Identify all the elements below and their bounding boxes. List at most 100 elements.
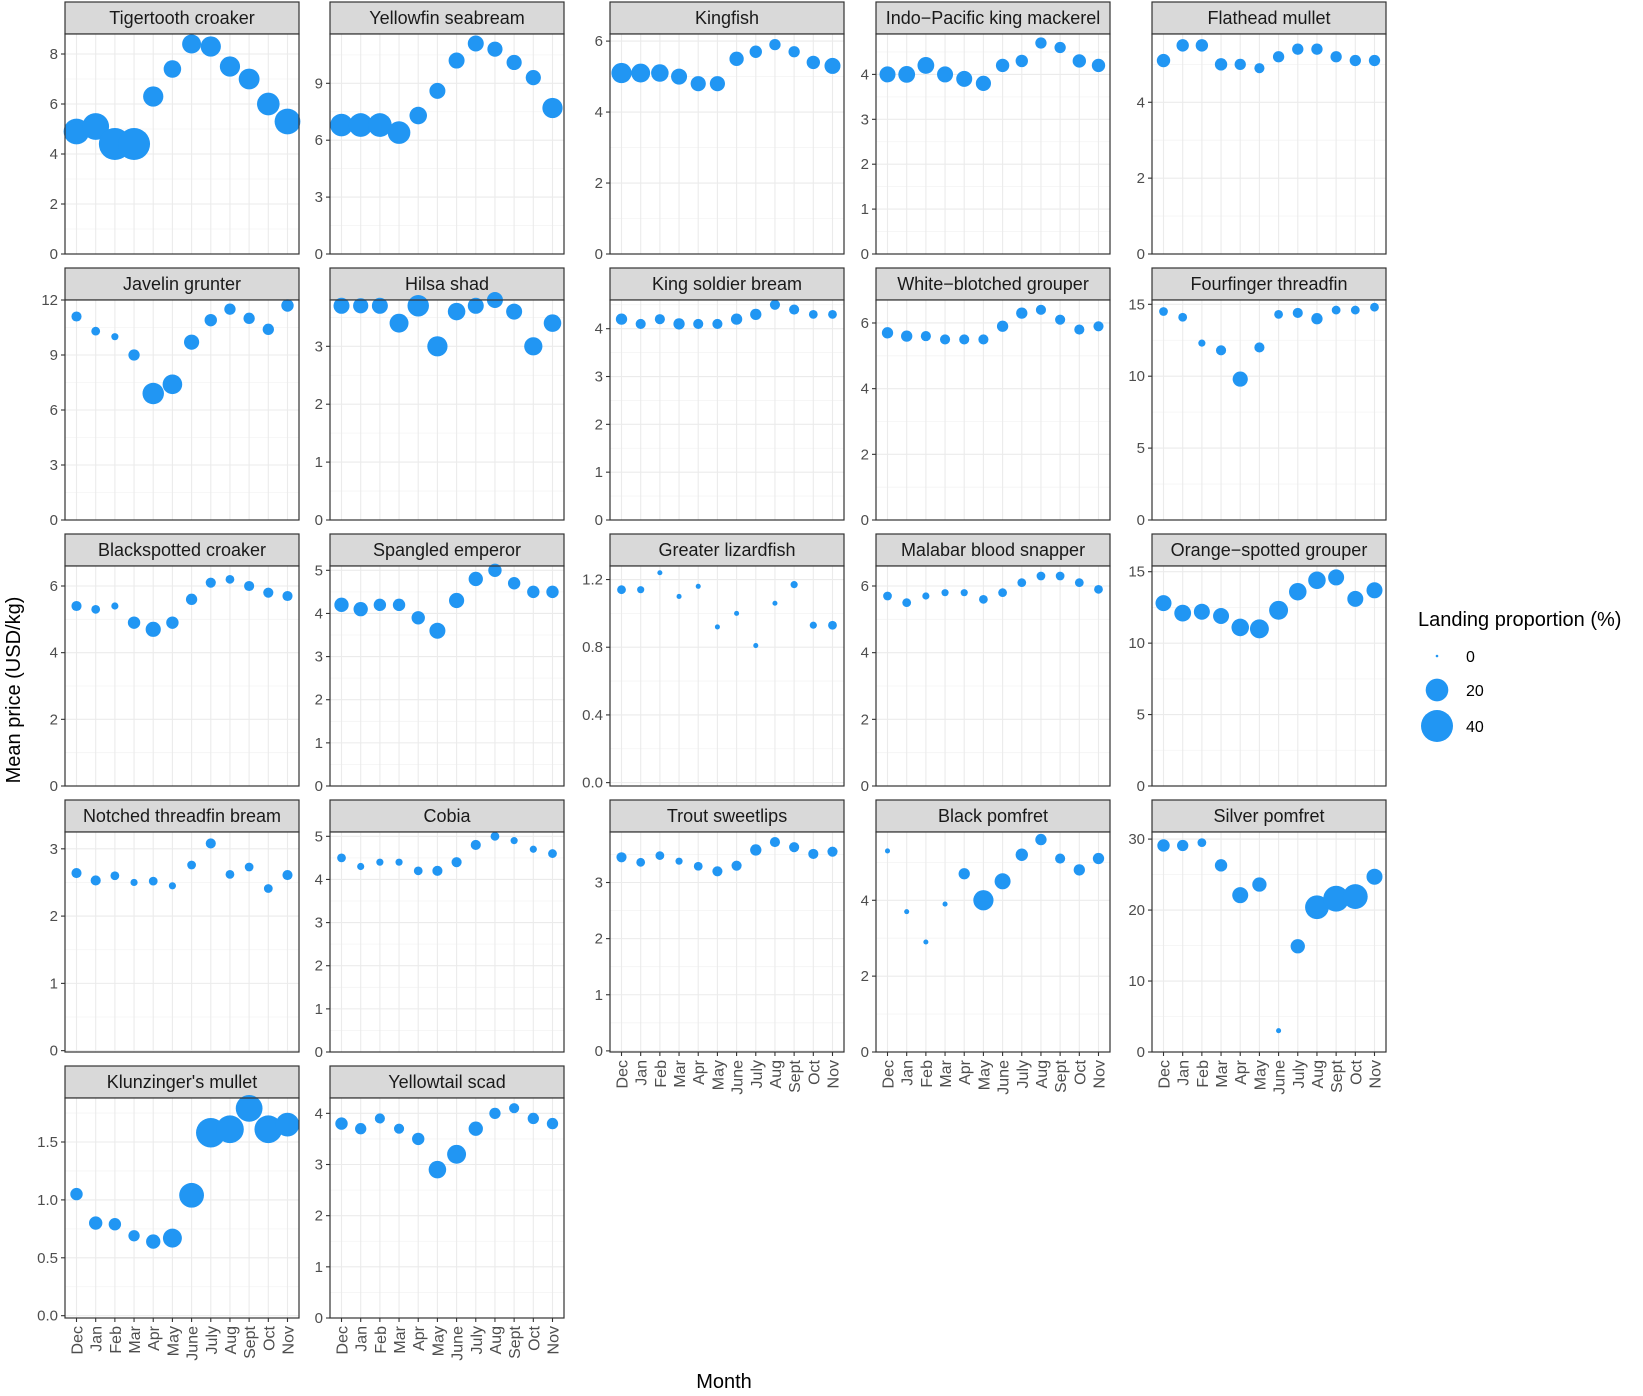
panel-strip — [64, 1, 300, 35]
data-point — [1213, 608, 1230, 624]
data-point — [527, 585, 540, 599]
data-point — [166, 616, 179, 629]
data-point — [881, 327, 894, 339]
data-point — [1092, 852, 1105, 865]
data-point — [1073, 864, 1085, 876]
data-point — [1308, 571, 1326, 590]
data-point — [1214, 859, 1228, 872]
legend-key — [1421, 710, 1453, 742]
data-point — [1323, 885, 1350, 912]
x-tick-label: Apr — [957, 1059, 974, 1085]
data-point — [111, 602, 119, 610]
x-tick-label: Mar — [127, 1325, 144, 1353]
x-tick-label: Apr — [146, 1325, 163, 1351]
data-point — [995, 58, 1010, 73]
y-tick-label: 2 — [595, 175, 603, 192]
y-tick-label: 5 — [1137, 440, 1145, 457]
y-tick-label: 1 — [595, 464, 603, 481]
legend: Landing proportion (%) 0 20 40 — [1418, 609, 1621, 742]
data-point — [1366, 582, 1383, 599]
data-point — [376, 858, 384, 866]
data-point — [168, 882, 176, 890]
data-point — [548, 849, 557, 858]
data-point — [91, 604, 101, 614]
x-tick-label: Dec — [881, 1060, 898, 1088]
data-point — [749, 45, 762, 58]
x-tick-label: Feb — [373, 1326, 390, 1354]
data-point — [407, 295, 429, 317]
data-point — [1015, 54, 1028, 68]
data-point — [902, 598, 912, 608]
panel-strip — [1151, 533, 1387, 567]
data-point — [71, 600, 82, 612]
data-point — [673, 318, 685, 330]
data-point — [507, 577, 521, 590]
data-point — [468, 1121, 483, 1136]
panel-king-soldier-bream: King soldier bream 0 1 2 3 4 — [595, 267, 845, 529]
data-point — [262, 323, 274, 335]
y-tick-label: 2 — [315, 958, 323, 975]
y-tick-label: 10 — [1128, 973, 1145, 990]
x-tick-label: Sept — [507, 1325, 524, 1358]
data-point — [200, 36, 221, 57]
x-tick-label: Apr — [411, 1325, 428, 1351]
data-point — [182, 34, 202, 54]
data-point — [695, 583, 701, 589]
y-tick-label: 4 — [50, 645, 58, 662]
data-point — [254, 1115, 283, 1144]
x-tick-label: July — [469, 1326, 486, 1354]
data-point — [525, 70, 541, 86]
x-tick-label: May — [430, 1326, 447, 1356]
data-point — [1249, 619, 1269, 639]
data-point — [1254, 342, 1265, 353]
y-tick-label: 2 — [315, 692, 323, 709]
x-tick-label: Nov — [545, 1326, 562, 1354]
y-tick-label: 3 — [50, 457, 58, 474]
data-point — [91, 326, 101, 336]
y-tick-label: 3 — [861, 111, 869, 128]
panels-layer: Tigertooth croaker 0 2 4 6 8 Yellowfin seabrea… — [37, 1, 1387, 1361]
data-point — [1054, 41, 1066, 54]
y-tick-label: 4 — [315, 605, 323, 622]
y-tick-label: 0 — [50, 512, 58, 529]
data-point — [243, 312, 255, 324]
panel-title: Notched threadfin bream — [83, 806, 281, 826]
y-tick-label: 6 — [595, 33, 603, 50]
panel-cobia: Cobia 0 1 2 3 4 5 — [315, 799, 565, 1061]
data-point — [1370, 302, 1379, 312]
data-point — [917, 57, 935, 74]
data-point — [714, 624, 720, 630]
data-point — [70, 1187, 83, 1201]
x-tick-label: June — [996, 1060, 1013, 1095]
x-tick-label: June — [1272, 1060, 1289, 1095]
data-point — [281, 299, 294, 312]
panel-title: Blackspotted croaker — [98, 540, 266, 560]
data-point — [879, 66, 896, 83]
y-tick-label: 6 — [50, 402, 58, 419]
data-point — [1016, 307, 1028, 319]
panel-title: Indo−Pacific king mackerel — [886, 8, 1101, 28]
y-tick-label: 2 — [861, 446, 869, 463]
y-tick-label: 2 — [50, 196, 58, 213]
panel-title: Klunzinger's mullet — [107, 1072, 258, 1092]
y-tick-label: 1.2 — [582, 572, 603, 589]
data-point — [184, 334, 200, 350]
data-point — [451, 857, 462, 868]
x-tick-label: Mar — [1214, 1059, 1231, 1087]
x-tick-label: Aug — [1310, 1060, 1327, 1088]
data-point — [337, 853, 346, 863]
y-tick-label: 0 — [50, 1043, 58, 1060]
data-point — [373, 598, 387, 612]
legend-entry: 40 — [1421, 710, 1484, 742]
x-tick-label: Aug — [768, 1060, 785, 1088]
data-point — [806, 55, 821, 70]
data-point — [224, 303, 236, 315]
x-tick-label: Apr — [1233, 1059, 1250, 1085]
data-point — [769, 38, 781, 51]
legend-entry: 0 — [1435, 649, 1475, 666]
y-tick-label: 3 — [315, 338, 323, 355]
data-point — [1017, 578, 1027, 588]
x-tick-label: Jan — [1176, 1060, 1193, 1086]
y-tick-label: 10 — [1128, 368, 1145, 385]
data-point — [808, 309, 818, 319]
